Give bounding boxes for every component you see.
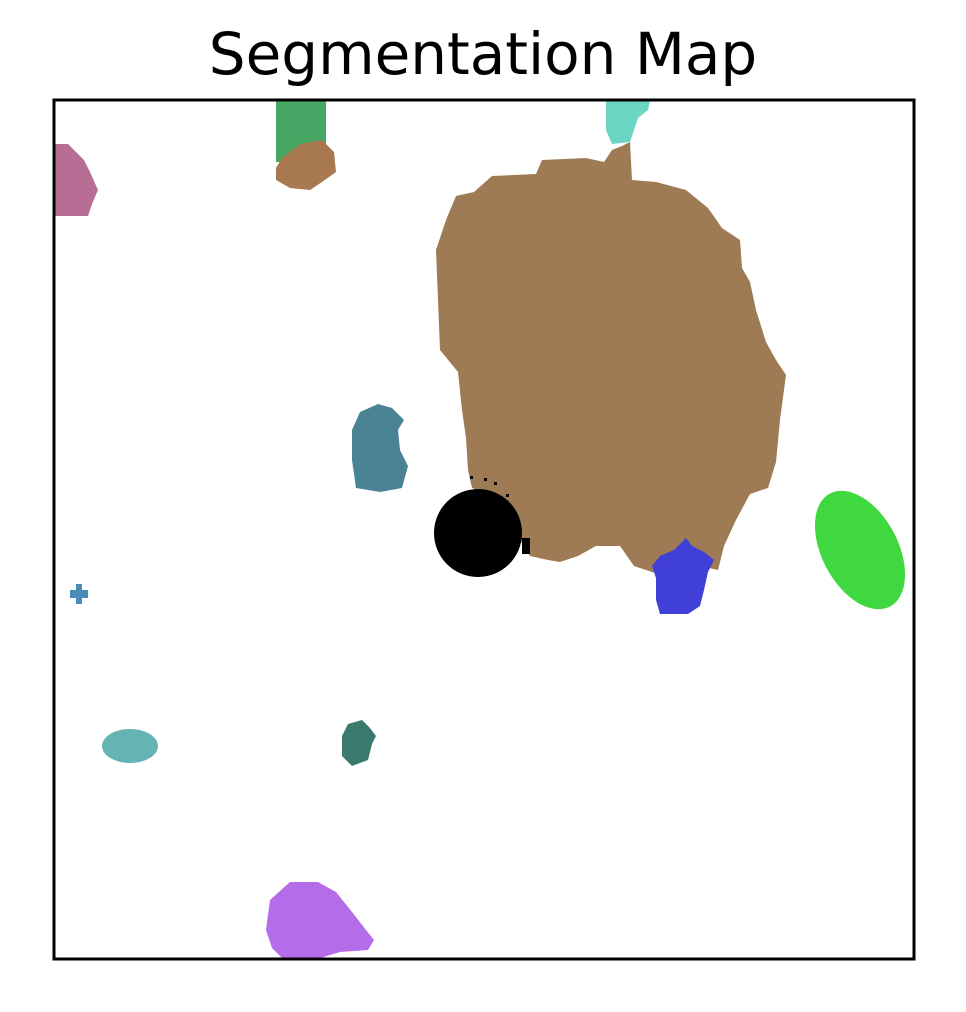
segment-black-round xyxy=(434,489,522,577)
segment-large-brown xyxy=(436,142,786,573)
segment-black-speckle xyxy=(470,476,473,479)
segment-light-teal xyxy=(102,729,158,763)
segment-blue xyxy=(652,538,714,614)
segment-pink-edge xyxy=(54,144,98,216)
segment-bright-green xyxy=(814,490,906,610)
segment-small-brown-top xyxy=(276,140,336,190)
chart-title: Segmentation Map xyxy=(208,20,758,88)
segment-black-speckle xyxy=(522,538,530,554)
segment-teal-top xyxy=(606,100,650,144)
segment-black-speckle xyxy=(506,494,509,497)
segment-purple-bottom xyxy=(266,882,374,958)
segment-tiny-blue-dot xyxy=(70,584,88,604)
segment-steel-blue xyxy=(352,404,408,492)
segment-dark-teal xyxy=(342,720,376,766)
segment-black-speckle xyxy=(494,482,497,485)
map-frame xyxy=(52,98,916,961)
segment-black-speckle xyxy=(484,478,487,481)
